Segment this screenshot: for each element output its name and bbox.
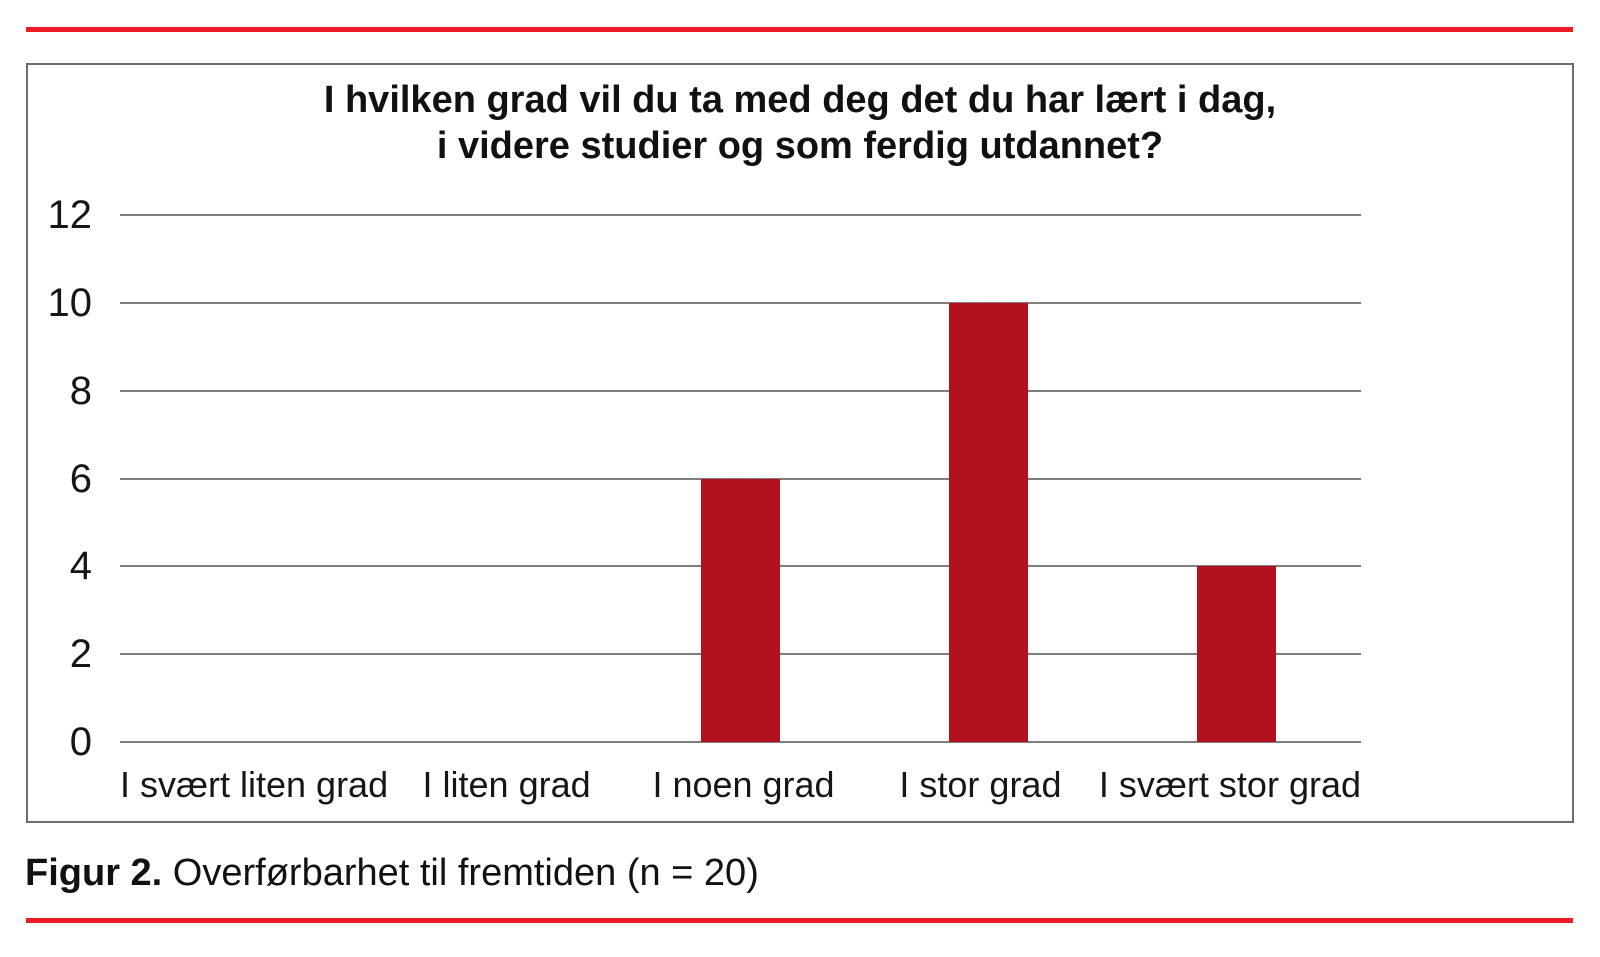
chart-title: I hvilken grad vil du ta med deg det du … (28, 77, 1572, 169)
top-red-rule (26, 27, 1573, 32)
y-tick-label-8: 8 (69, 368, 92, 413)
plot-area (120, 214, 1361, 743)
bar-5-value-4 (1197, 566, 1277, 742)
bar-4-value-10 (949, 302, 1029, 742)
x-tick-label-5: I svært stor grad (1098, 764, 1361, 805)
bottom-red-rule (26, 918, 1573, 923)
y-axis: 0 2 4 6 8 10 12 (28, 65, 93, 821)
gridline-y-0 (120, 741, 1361, 743)
chart-title-line-1: I hvilken grad vil du ta med deg det du … (323, 79, 1277, 121)
x-tick-label-4: I stor grad (899, 764, 1062, 805)
y-tick-label-10: 10 (47, 280, 93, 325)
bar-3-value-6 (701, 478, 780, 742)
gridline-y-10 (120, 301, 1361, 304)
x-tick-label-1: I svært liten grad (120, 764, 389, 805)
figure-caption: Figur 2. Overførbarhet til fremtiden (n … (25, 850, 759, 896)
y-tick-label-2: 2 (69, 632, 92, 677)
x-tick-label-3: I noen grad (652, 764, 835, 805)
gridline-y-12 (120, 214, 1361, 216)
y-tick-label-0: 0 (69, 720, 92, 764)
chart-frame: I hvilken grad vil du ta med deg det du … (26, 63, 1574, 823)
figure-caption-label: Figur 2. (25, 852, 163, 894)
y-tick-label-4: 4 (69, 544, 92, 589)
gridline-y-8 (120, 389, 1361, 392)
x-tick-label-2: I liten grad (422, 764, 591, 805)
x-axis: I svært liten grad I liten grad I noen gra… (120, 763, 1361, 807)
chart-title-line-2: i videre studier og som ferdig utdannet? (436, 125, 1164, 167)
y-tick-label-12: 12 (47, 193, 93, 237)
figure-caption-text: Overførbarhet til fremtiden (n = 20) (172, 852, 759, 894)
y-tick-label-6: 6 (69, 456, 92, 501)
